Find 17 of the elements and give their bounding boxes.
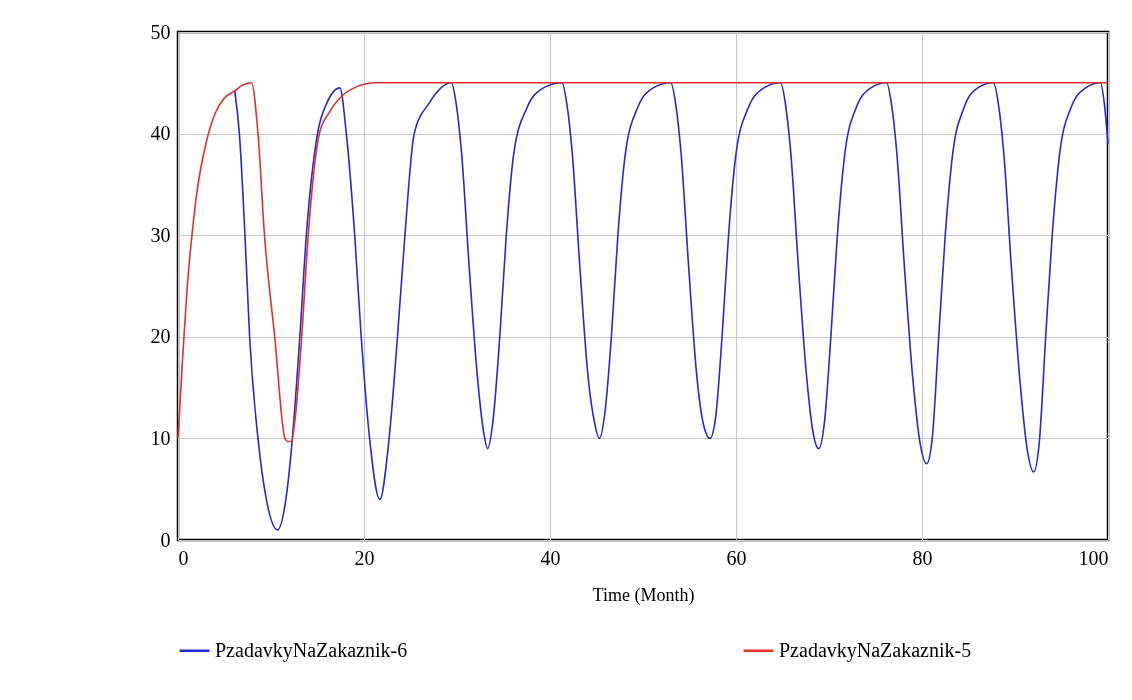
x-tick-label: 40 [540, 546, 561, 569]
x-tick-label: 60 [726, 546, 747, 569]
x-tick-label: 0 [178, 546, 189, 569]
y-tick-label: 30 [150, 223, 171, 246]
legend-label: PzadavkyNaZakaznik-5 [779, 638, 972, 662]
line-series [177, 82, 1109, 443]
y-tick-label: 0 [160, 528, 171, 551]
y-tick-label: 40 [150, 122, 171, 145]
legend-label: PzadavkyNaZakaznik-6 [215, 638, 408, 662]
y-tick-label: 20 [150, 325, 171, 348]
y-tick-label: 10 [150, 426, 171, 449]
x-axis-title: Time (Month) [592, 584, 695, 606]
x-tick-label: 80 [912, 546, 933, 569]
line-series [233, 82, 1109, 531]
x-tick-label: 100 [1078, 546, 1109, 569]
x-tick-label: 20 [354, 546, 375, 569]
y-tick-label: 50 [150, 20, 171, 43]
